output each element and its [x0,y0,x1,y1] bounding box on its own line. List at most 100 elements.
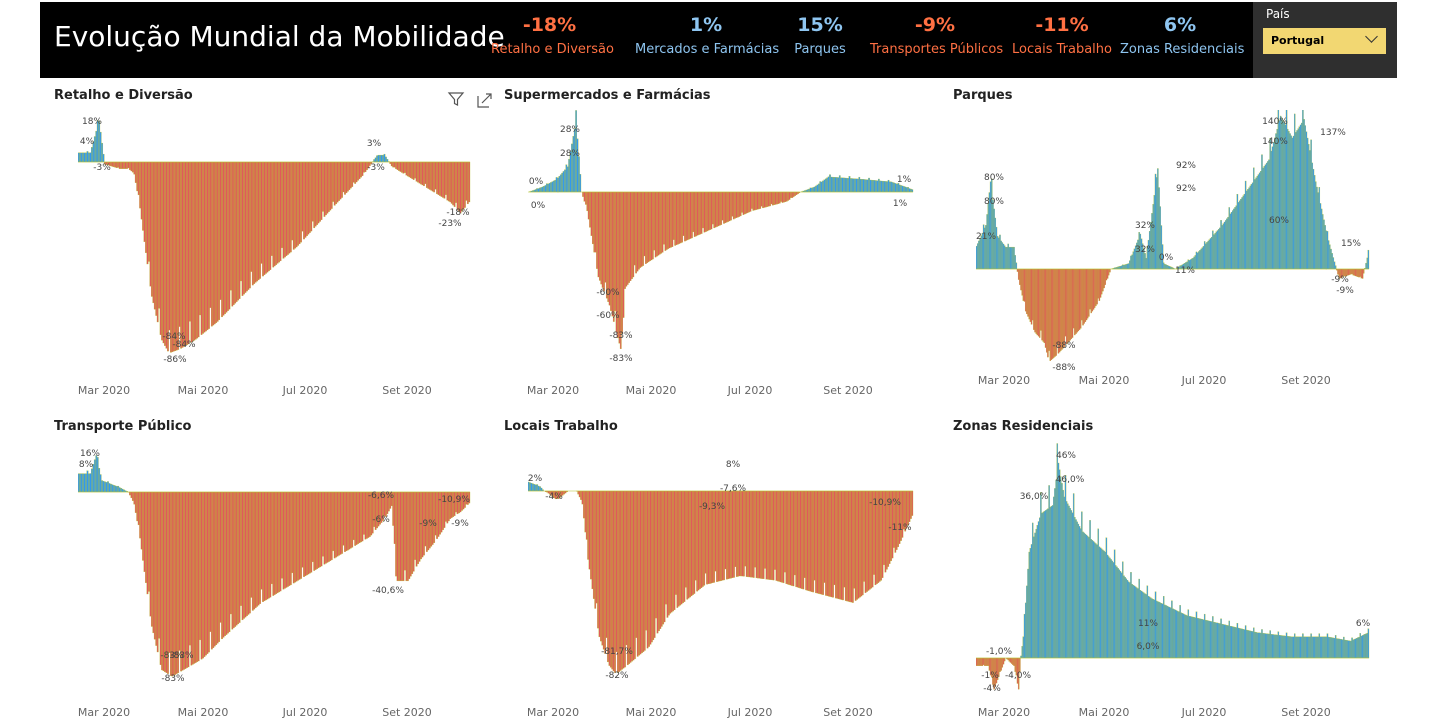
chart-bar [327,161,330,212]
country-dropdown[interactable]: Portugal [1263,28,1386,54]
data-label: -3% [367,163,385,173]
chart-bar [781,191,784,203]
chart-bar [1311,636,1314,659]
chart-bar [601,191,604,288]
chart-bar [1299,124,1302,270]
chart-bar [1288,131,1290,270]
chart-bar [1127,581,1130,659]
chart-bar [559,174,562,193]
chart-bar [178,161,181,327]
chart-bar [425,161,428,188]
chart-bar [758,191,760,210]
chevron-down-icon[interactable] [1365,30,1378,43]
chart-bar [730,191,732,221]
chart-bar [1239,200,1241,270]
x-tick-label: Jul 2020 [1181,706,1227,719]
chart-bar [335,491,338,558]
chart-bar [652,191,654,260]
chart-bar [342,161,345,193]
chart-bar [121,161,124,169]
chart-bar [1021,268,1023,296]
chart-bar [210,161,213,327]
chart-bar [1312,636,1315,659]
chart-bar [131,491,134,501]
chart-bar [768,490,771,580]
chart-bar [660,191,663,254]
chart-bar [752,490,755,578]
chart-bar [1344,639,1346,659]
chart-bar [1041,512,1043,659]
chart-bar [832,490,834,598]
chart-bar [1258,632,1261,659]
chart-bar [1084,533,1087,659]
chart-bar [251,491,254,611]
chart-bar [664,191,667,251]
chart-bar [134,161,137,183]
chart-bar [815,490,817,594]
data-label: 16% [80,449,100,459]
chart-bar [877,178,880,193]
chart-bar [1348,640,1351,659]
chart-bar [852,178,855,193]
chart-bar [399,491,402,582]
chart-bar [140,491,143,550]
chart-bar [793,490,796,576]
chart-bar [795,490,798,588]
chart-bar [203,161,206,333]
filter-icon[interactable] [447,90,465,108]
chart-bar [1320,208,1323,270]
chart-bar [466,161,469,205]
chart-bar [724,191,727,224]
chart-bar [1081,268,1083,321]
chart-bar [228,491,231,633]
chart-bar [742,490,745,577]
chart-bar [253,161,256,284]
chart-bar [862,179,865,193]
chart-bar [1214,622,1216,659]
chart-bar [1301,636,1303,659]
chart-bar [1030,544,1033,659]
chart-bar [1053,496,1055,659]
data-label: 140% [1262,117,1288,127]
chart-bar [1091,268,1094,312]
chart-bar [758,490,761,579]
chart-bar [980,657,982,666]
chart-bar [1272,634,1275,659]
chart-bar [1345,640,1347,659]
chart-bar [1031,268,1034,321]
chart-bar [149,491,152,617]
chart-bar [234,161,237,304]
chart-bar [859,178,862,193]
chart-bar [1223,624,1226,659]
chart-bar [247,491,250,615]
chart-bar [1254,179,1256,270]
chart-bar [1228,620,1230,659]
chart-bar [673,490,676,611]
chart-bar [775,490,778,581]
chart-bar [1203,241,1206,270]
chart-bar [612,490,615,672]
chart-bar [276,161,279,264]
chart-bar [115,486,118,493]
chart-bar [1256,175,1259,270]
chart-bar [1127,263,1130,270]
chart-bar [279,491,282,592]
chart-bar [1220,618,1222,659]
chart-bar [820,181,823,193]
chart-bar [1365,633,1367,659]
chart-title-residential: Zonas Residenciais [953,419,1094,434]
chart-bar [845,177,848,193]
chart-bar [1319,636,1322,659]
chart-bar [431,161,434,192]
chart-bar [330,161,333,209]
chart-bar [1229,625,1232,659]
chart-bar [908,188,911,193]
chart-bar [1285,110,1288,270]
chart-bar [808,188,810,193]
chart-bar [734,191,736,219]
chart-bar [339,161,342,200]
chart-bar [631,191,633,280]
chart-bar [787,191,789,201]
focus-mode-icon[interactable] [476,91,494,109]
chart-bar [1212,230,1214,270]
